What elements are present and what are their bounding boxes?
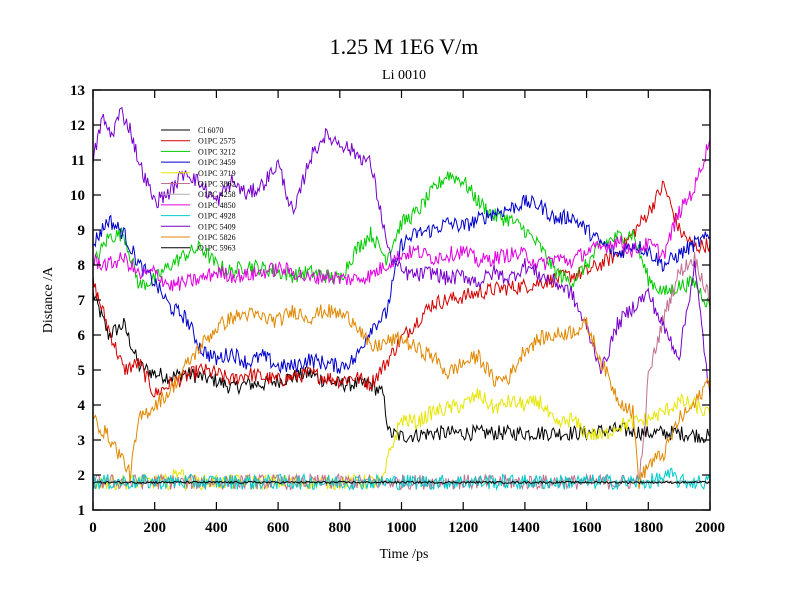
y-tick-label: 13: [70, 83, 85, 99]
x-tick-label: 1800: [633, 520, 663, 536]
legend-label: O1PC 3212: [198, 147, 236, 156]
series-line-o1pc-5409: [92, 106, 711, 399]
x-tick-label: 1600: [572, 520, 602, 536]
y-axis-label: Distance /A: [41, 266, 56, 333]
series-line-cl-6070: [92, 290, 711, 444]
series-line-o1pc-3719: [92, 388, 711, 491]
y-tick-label: 7: [78, 293, 86, 309]
legend-label: O1PC 4850: [198, 201, 236, 210]
x-tick-label: 1200: [448, 520, 478, 536]
y-tick-label: 2: [78, 468, 86, 484]
x-tick-label: 0: [89, 520, 97, 536]
legend-label: O1PC 5963: [198, 244, 236, 253]
series-line-o1pc-3212: [92, 171, 711, 308]
x-tick-label: 1000: [387, 520, 417, 536]
x-axis-label: Time /ps: [380, 547, 429, 562]
x-tick-label: 200: [143, 520, 166, 536]
legend-label: Cl 6070: [198, 126, 224, 135]
legend-label: O1PC 4928: [198, 212, 236, 221]
series-line-o1pc-5963: [92, 480, 711, 485]
legend-label: O1PC 3862: [198, 180, 236, 189]
y-tick-label: 3: [78, 433, 86, 449]
series-line-o1pc-5826: [92, 304, 711, 490]
y-tick-label: 12: [70, 118, 85, 134]
series-line-o1pc-4850: [92, 138, 711, 292]
y-tick-label: 9: [78, 223, 86, 239]
series-line-o1pc-3459: [92, 194, 711, 375]
x-tick-label: 800: [329, 520, 352, 536]
legend-label: O1PC 2575: [198, 137, 236, 146]
series-line-o1pc-4928: [92, 467, 711, 492]
y-tick-label: 10: [70, 188, 85, 204]
chart-title: 1.25 M 1E6 V/m: [330, 34, 479, 59]
series-line-o1pc-3862: [92, 251, 711, 491]
y-tick-label: 5: [78, 363, 86, 379]
x-tick-label: 400: [205, 520, 228, 536]
y-tick-label: 1: [78, 503, 86, 519]
x-tick-label: 2000: [695, 520, 725, 536]
y-tick-label: 6: [78, 328, 86, 344]
chart-subtitle: Li 0010: [382, 68, 426, 83]
y-tick-label: 4: [78, 398, 86, 414]
legend-label: O1PC 4258: [198, 190, 236, 199]
tick-marks: 0 200 400 600 800 1000 1200 1400 1600 1800 2000123…: [70, 83, 725, 536]
y-tick-label: 8: [78, 258, 86, 274]
legend-label: O1PC 3459: [198, 158, 236, 167]
legend-label: O1PC 5826: [198, 233, 236, 242]
plot-lines: [92, 106, 711, 492]
axes: [92, 89, 711, 511]
legend-label: O1PC 3719: [198, 169, 236, 178]
legend-label: O1PC 5409: [198, 222, 236, 231]
y-tick-label: 11: [71, 153, 85, 169]
x-tick-label: 600: [267, 520, 290, 536]
plot-frame: [92, 89, 711, 511]
x-tick-label: 1400: [510, 520, 540, 536]
series-line-o1pc-2575: [92, 180, 711, 398]
